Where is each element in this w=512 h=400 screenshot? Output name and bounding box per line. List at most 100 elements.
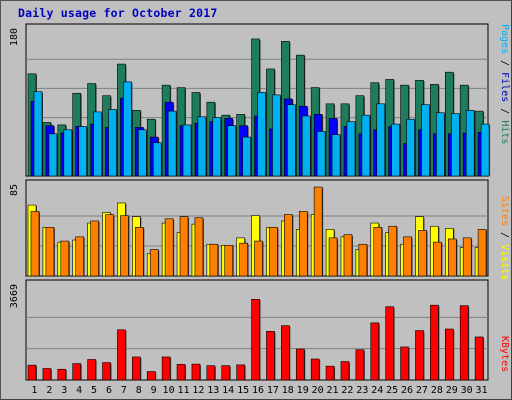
bar-pages-day-25 — [391, 123, 400, 177]
bar-pages-day-6 — [108, 109, 117, 177]
x-tick-label-29: 29 — [446, 385, 458, 396]
bar-sites-day-19 — [298, 211, 308, 277]
bar-kbytes-day-25 — [385, 306, 394, 381]
bar-sites-day-31 — [477, 229, 487, 277]
bar-pages-day-21 — [331, 134, 341, 177]
bar-kbytes-day-15 — [236, 364, 245, 381]
x-tick-label-22: 22 — [341, 385, 353, 396]
bar-pages-day-16 — [257, 92, 266, 177]
bar-sites-day-13 — [209, 243, 219, 277]
bar-kbytes-day-30 — [459, 305, 469, 381]
axis-max-label: 85 — [9, 184, 20, 196]
bar-sites-day-5 — [90, 220, 99, 277]
bar-kbytes-day-4 — [72, 363, 82, 381]
axis-max-label: 180 — [9, 28, 20, 46]
bar-sites-day-18 — [284, 214, 293, 277]
bar-kbytes-day-20 — [310, 358, 320, 381]
bar-sites-day-16 — [254, 240, 263, 277]
bar-sites-day-26 — [403, 236, 412, 277]
bar-pages-day-10 — [167, 110, 177, 177]
x-tick-label-11: 11 — [177, 385, 189, 396]
bar-kbytes-day-29 — [444, 328, 454, 381]
bar-sites-day-23 — [358, 243, 368, 277]
x-tick-label-20: 20 — [312, 385, 324, 396]
bar-sites-day-3 — [60, 240, 70, 277]
bar-pages-day-1 — [33, 91, 43, 177]
bar-pages-day-13 — [212, 117, 222, 177]
bar-kbytes-day-24 — [370, 322, 380, 381]
bar-kbytes-day-2 — [42, 368, 52, 381]
bar-kbytes-day-12 — [191, 363, 201, 381]
bar-pages-day-2 — [48, 133, 58, 177]
bar-pages-day-9 — [152, 142, 162, 177]
bar-sites-day-11 — [179, 216, 189, 277]
bar-kbytes-day-9 — [146, 371, 156, 381]
bar-kbytes-day-28 — [430, 304, 439, 381]
bar-sites-day-28 — [433, 241, 442, 277]
x-tick-label-13: 13 — [207, 385, 219, 396]
x-tick-label-1: 1 — [31, 385, 37, 396]
bar-sites-day-6 — [105, 214, 114, 277]
side-legend-label: KBytes — [499, 336, 510, 372]
bar-sites-day-24 — [373, 226, 383, 277]
x-tick-label-30: 30 — [461, 385, 473, 396]
bar-sites-day-29 — [447, 238, 457, 277]
bar-sites-day-14 — [224, 244, 234, 277]
bar-pages-day-22 — [346, 121, 356, 177]
bar-sites-day-2 — [45, 226, 55, 277]
x-tick-label-10: 10 — [163, 385, 175, 396]
bar-pages-day-4 — [78, 126, 88, 177]
x-tick-label-31: 31 — [476, 385, 488, 396]
bar-kbytes-day-16 — [251, 298, 260, 381]
side-legend-part: Files — [499, 72, 510, 102]
bar-pages-day-3 — [63, 129, 73, 177]
x-tick-label-3: 3 — [61, 385, 67, 396]
bar-pages-day-20 — [316, 131, 326, 177]
side-legend-part: / — [499, 54, 510, 72]
x-tick-label-2: 2 — [46, 385, 52, 396]
x-tick-label-5: 5 — [91, 385, 97, 396]
bar-pages-day-26 — [406, 118, 415, 177]
bar-sites-day-9 — [149, 249, 159, 277]
bar-kbytes-day-31 — [474, 336, 484, 381]
bar-kbytes-day-6 — [102, 362, 111, 381]
bar-pages-day-7 — [123, 81, 132, 177]
bar-kbytes-day-22 — [340, 361, 350, 381]
chart-title: Daily usage for October 2017 — [18, 6, 218, 20]
side-legend-part: Pages — [499, 24, 510, 54]
bar-kbytes-day-3 — [57, 368, 67, 381]
x-tick-label-8: 8 — [136, 385, 142, 396]
bar-pages-day-5 — [93, 111, 102, 177]
side-legend-part: Hits — [499, 120, 510, 144]
x-tick-label-26: 26 — [401, 385, 413, 396]
axis-max-label: 3669 — [9, 284, 20, 308]
bar-pages-day-28 — [436, 112, 445, 177]
bar-sites-day-15 — [239, 242, 248, 277]
bar-kbytes-day-27 — [415, 330, 424, 381]
x-tick-label-24: 24 — [371, 385, 383, 396]
bar-kbytes-day-10 — [161, 356, 171, 381]
bar-sites-day-10 — [164, 218, 174, 277]
x-tick-label-17: 17 — [267, 385, 279, 396]
bar-pages-day-24 — [376, 103, 386, 177]
bar-pages-day-17 — [272, 94, 281, 177]
bar-kbytes-day-11 — [176, 364, 186, 381]
side-legend-part: Visits — [499, 244, 510, 280]
bar-sites-day-25 — [388, 225, 397, 277]
bar-kbytes-day-19 — [295, 348, 305, 381]
x-tick-label-18: 18 — [282, 385, 294, 396]
x-tick-label-14: 14 — [222, 385, 234, 396]
bar-kbytes-day-18 — [281, 325, 290, 381]
bar-kbytes-day-21 — [325, 365, 335, 381]
bar-pages-day-31 — [480, 123, 490, 177]
bar-sites-day-4 — [75, 236, 85, 277]
x-tick-label-4: 4 — [76, 385, 82, 396]
x-tick-label-6: 6 — [106, 385, 112, 396]
side-legend-label: Pages / Files / Hits — [499, 24, 510, 144]
bar-pages-day-19 — [301, 115, 311, 177]
x-tick-label-7: 7 — [121, 385, 127, 396]
bar-sites-day-21 — [328, 237, 338, 277]
side-legend-label: Sites / Visits — [499, 196, 510, 280]
side-legend-part: Sites — [499, 196, 510, 226]
